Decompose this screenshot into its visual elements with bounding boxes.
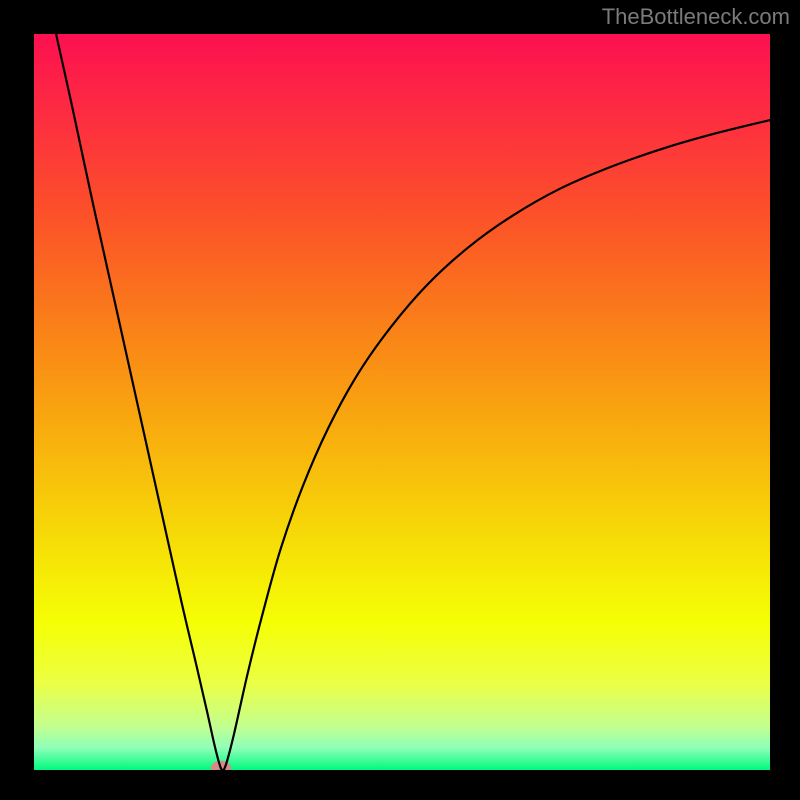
- frame-bottom: [0, 770, 800, 800]
- plot-area: [34, 34, 770, 770]
- frame-left: [0, 0, 34, 800]
- bottleneck-chart: [34, 34, 770, 770]
- watermark-text: TheBottleneck.com: [602, 4, 790, 30]
- frame-right: [770, 0, 800, 800]
- gradient-background: [34, 34, 770, 770]
